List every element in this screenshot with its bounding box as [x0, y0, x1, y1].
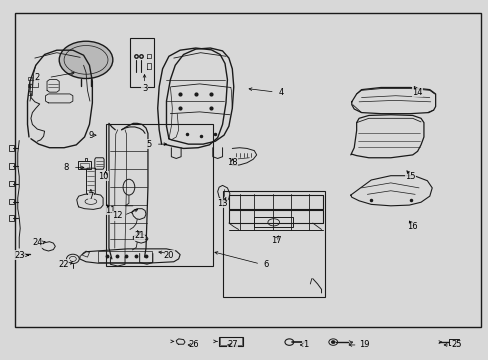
- Text: 7: 7: [88, 192, 93, 201]
- Bar: [9, 163, 14, 168]
- Text: 24: 24: [32, 238, 42, 247]
- Text: 2: 2: [35, 73, 40, 82]
- Bar: [27, 91, 32, 95]
- Text: 10: 10: [98, 172, 108, 181]
- Text: 20: 20: [163, 251, 174, 260]
- Text: 1: 1: [302, 341, 307, 350]
- Text: 22: 22: [59, 260, 69, 269]
- Text: 14: 14: [411, 87, 422, 96]
- Text: 21: 21: [134, 231, 144, 240]
- Bar: [78, 161, 91, 169]
- Text: 5: 5: [146, 140, 152, 149]
- Bar: [219, 337, 242, 346]
- Bar: [130, 39, 154, 87]
- Text: 26: 26: [187, 341, 198, 350]
- Text: 8: 8: [64, 163, 69, 172]
- Bar: [222, 191, 325, 297]
- Text: 3: 3: [142, 84, 147, 93]
- Text: 12: 12: [112, 211, 122, 220]
- Bar: [9, 199, 14, 204]
- Text: 25: 25: [450, 341, 461, 350]
- Bar: [15, 13, 480, 327]
- Bar: [27, 77, 32, 80]
- Text: 23: 23: [15, 251, 25, 260]
- Ellipse shape: [59, 41, 113, 78]
- Bar: [98, 251, 152, 262]
- Bar: [80, 163, 89, 168]
- Text: 4: 4: [278, 87, 283, 96]
- Text: 15: 15: [404, 172, 415, 181]
- Bar: [220, 337, 241, 345]
- Text: 13: 13: [217, 199, 227, 208]
- Text: 27: 27: [226, 341, 237, 350]
- Text: 6: 6: [263, 260, 268, 269]
- Bar: [32, 80, 38, 87]
- Bar: [254, 217, 293, 227]
- Text: 11: 11: [105, 206, 116, 215]
- Text: 9: 9: [88, 131, 93, 140]
- Bar: [9, 215, 14, 221]
- Ellipse shape: [330, 341, 334, 343]
- Bar: [9, 145, 14, 150]
- Text: 19: 19: [358, 341, 368, 350]
- Bar: [105, 125, 212, 266]
- Bar: [27, 84, 32, 87]
- Text: 18: 18: [226, 158, 237, 167]
- Bar: [9, 181, 14, 186]
- Text: 16: 16: [407, 222, 417, 231]
- Text: 17: 17: [270, 237, 281, 246]
